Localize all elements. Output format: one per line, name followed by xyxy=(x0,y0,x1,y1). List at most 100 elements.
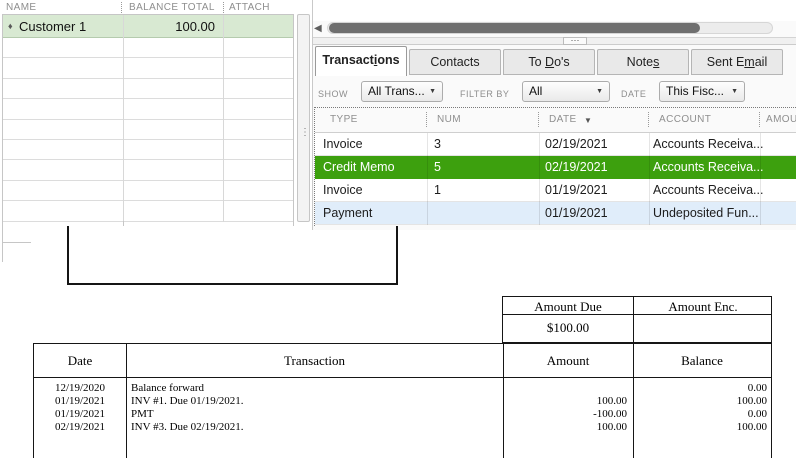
tab-label: ail xyxy=(754,55,768,69)
header-date: Date xyxy=(67,353,93,368)
panel-top-strip xyxy=(313,0,796,21)
cell-date: 01/19/2021 xyxy=(545,183,608,197)
panel-edge-remnant xyxy=(123,221,124,226)
date-dropdown-value: This Fisc... xyxy=(666,84,725,98)
cell-date: 12/19/2020 xyxy=(54,382,106,394)
show-dropdown[interactable]: All Trans... ▼ xyxy=(361,81,443,102)
cell-account: Accounts Receiva... xyxy=(653,160,764,174)
tab-contacts[interactable]: Contacts xyxy=(409,49,501,75)
list-row-empty[interactable] xyxy=(3,99,293,120)
grid-header-num[interactable]: NUM xyxy=(437,114,461,125)
tab-sent-email[interactable]: Sent Email xyxy=(691,49,783,75)
column-header-attach[interactable]: ATTACH xyxy=(229,2,270,13)
table-border xyxy=(633,344,634,458)
tab-notes[interactable]: Notes xyxy=(597,49,689,75)
grid-border xyxy=(314,107,796,108)
tab-label: To xyxy=(528,55,546,69)
panel-edge-remnant xyxy=(2,242,31,243)
cell-amount: 100.00 xyxy=(596,395,627,407)
grid-line xyxy=(539,133,540,225)
transaction-row[interactable]: Invoice 1 01/19/2021 Accounts Receiva... xyxy=(315,179,796,202)
statement-row: 12/19/2020 Balance forward 0.00 xyxy=(34,382,771,395)
table-border xyxy=(503,314,771,315)
grid-header-date[interactable]: DATE xyxy=(549,114,577,125)
panel-edge-remnant xyxy=(293,221,294,226)
list-row-empty[interactable] xyxy=(3,120,293,140)
transaction-row-selected[interactable]: Credit Memo 5 02/19/2021 Accounts Receiv… xyxy=(315,156,796,179)
table-border xyxy=(503,344,504,458)
list-row-empty[interactable] xyxy=(3,140,293,161)
grid-line xyxy=(427,133,428,225)
cell-account: Accounts Receiva... xyxy=(653,137,764,151)
column-separator xyxy=(648,112,649,127)
statement-transactions-table: Date Transaction Amount Balance 12/19/20… xyxy=(33,343,772,458)
vertical-scrollbar[interactable]: ⋮ xyxy=(297,14,310,222)
tab-label: o's xyxy=(554,55,570,69)
statement-address-box xyxy=(67,226,398,285)
scroll-left-arrow-icon[interactable]: ◀ xyxy=(314,23,322,34)
cell-type: Payment xyxy=(323,206,373,220)
cell-date: 01/19/2021 xyxy=(54,395,106,407)
transaction-row[interactable]: Invoice 3 02/19/2021 Accounts Receiva... xyxy=(315,133,796,156)
list-row-empty[interactable] xyxy=(3,58,293,79)
list-row-empty[interactable] xyxy=(3,160,293,181)
filter-by-dropdown-value: All xyxy=(529,84,543,98)
grid-line xyxy=(760,133,761,225)
filter-by-label: FILTER BY xyxy=(460,89,510,99)
transaction-row[interactable]: Payment 01/19/2021 Undeposited Fun... xyxy=(315,202,796,225)
amount-due-header: Amount Due xyxy=(534,299,602,314)
header-transaction: Transaction xyxy=(284,353,345,368)
list-row-empty[interactable] xyxy=(3,38,293,59)
list-row-empty[interactable] xyxy=(3,79,293,100)
tab-accesskey: D xyxy=(545,55,555,69)
sort-descending-icon[interactable]: ▼ xyxy=(584,116,592,125)
cell-account: Accounts Receiva... xyxy=(653,183,764,197)
column-header-balance-total[interactable]: BALANCE TOTAL xyxy=(129,2,215,13)
horizontal-scrollbar-thumb[interactable] xyxy=(329,23,700,33)
date-label: DATE xyxy=(621,89,647,99)
tab-label: Sent E xyxy=(706,55,745,69)
tab-accesskey: m xyxy=(744,55,755,69)
cell-balance: 100.00 xyxy=(736,421,767,433)
customer-row[interactable]: ♦ Customer 1 100.00 xyxy=(3,15,293,38)
table-border xyxy=(633,297,634,342)
column-header-name[interactable]: NAME xyxy=(6,2,37,13)
chevron-down-icon: ▼ xyxy=(731,88,738,95)
customer-list: ♦ Customer 1 100.00 xyxy=(2,14,294,222)
table-border xyxy=(34,377,771,378)
filter-by-dropdown[interactable]: All ▼ xyxy=(522,81,610,102)
amount-due-table: Amount Due Amount Enc. $100.00 xyxy=(502,296,772,343)
tab-transactions[interactable]: Transactions xyxy=(315,46,407,76)
chevron-down-icon: ▼ xyxy=(596,88,603,95)
list-row-empty[interactable] xyxy=(3,201,293,222)
panel-splitter[interactable] xyxy=(313,37,796,45)
panel-divider[interactable] xyxy=(312,0,313,230)
table-border xyxy=(126,344,127,458)
empty-rows xyxy=(3,38,293,222)
grid-header-amount[interactable]: AMOUNT xyxy=(766,114,796,125)
grid-header-type[interactable]: TYPE xyxy=(330,114,358,125)
splitter-grip-icon[interactable]: ⋯ xyxy=(563,36,587,45)
cell-transaction: PMT xyxy=(131,408,154,420)
tab-to-dos[interactable]: To Do's xyxy=(503,49,595,75)
chevron-down-icon: ▼ xyxy=(429,88,436,95)
cell-amount: -100.00 xyxy=(593,408,627,420)
cell-balance: 0.00 xyxy=(747,382,767,394)
grid-line xyxy=(223,15,224,222)
cell-date: 02/19/2021 xyxy=(54,421,106,433)
hierarchy-diamond-icon: ♦ xyxy=(8,21,13,31)
date-dropdown[interactable]: This Fisc... ▼ xyxy=(659,81,745,102)
tab-label: Contacts xyxy=(430,55,480,69)
tab-accesskey: i xyxy=(373,53,378,67)
show-dropdown-value: All Trans... xyxy=(368,84,425,98)
statement-row: 01/19/2021 PMT -100.00 0.00 xyxy=(34,408,771,421)
cell-transaction: INV #1. Due 01/19/2021. xyxy=(131,395,244,407)
list-row-empty[interactable] xyxy=(3,181,293,202)
cell-transaction: INV #3. Due 02/19/2021. xyxy=(131,421,244,433)
grid-header-account[interactable]: ACCOUNT xyxy=(659,114,712,125)
customer-name: Customer 1 xyxy=(19,19,87,34)
column-separator xyxy=(223,2,224,13)
cell-date: 01/19/2021 xyxy=(545,206,608,220)
amount-due-value: $100.00 xyxy=(546,320,590,335)
cell-type: Invoice xyxy=(323,137,363,151)
